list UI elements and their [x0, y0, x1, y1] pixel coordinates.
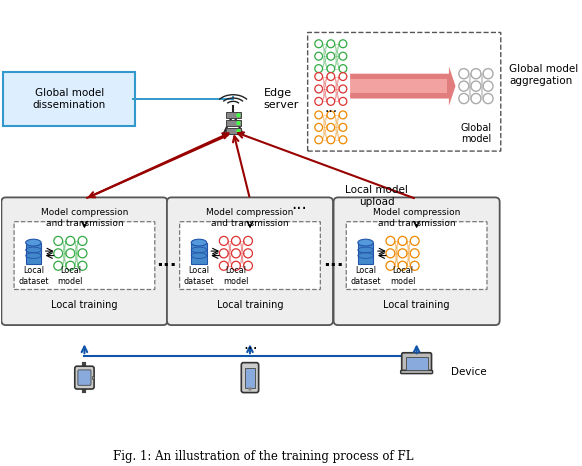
FancyBboxPatch shape: [180, 222, 320, 289]
Text: Local model
upload: Local model upload: [345, 185, 408, 207]
Circle shape: [237, 130, 240, 132]
Text: ...: ...: [323, 252, 344, 270]
Text: Local
model: Local model: [223, 266, 249, 286]
FancyBboxPatch shape: [74, 366, 94, 389]
Text: Fig. 1: An illustration of the training process of FL: Fig. 1: An illustration of the training …: [113, 450, 414, 463]
Circle shape: [249, 388, 251, 390]
Text: Global model
dissemination: Global model dissemination: [33, 88, 106, 110]
FancyBboxPatch shape: [242, 363, 258, 392]
FancyBboxPatch shape: [308, 33, 501, 151]
Polygon shape: [350, 79, 447, 94]
Text: Local
dataset: Local dataset: [18, 266, 49, 286]
Circle shape: [237, 122, 240, 124]
Ellipse shape: [191, 239, 207, 246]
FancyBboxPatch shape: [78, 370, 91, 385]
FancyBboxPatch shape: [346, 222, 487, 289]
FancyBboxPatch shape: [3, 72, 136, 126]
Bar: [358, 243, 373, 264]
Text: Device: Device: [451, 367, 487, 377]
Text: Local training: Local training: [384, 300, 450, 310]
Text: Model compression
and transmission: Model compression and transmission: [206, 208, 294, 228]
Text: Local
dataset: Local dataset: [184, 266, 214, 286]
FancyBboxPatch shape: [1, 198, 168, 325]
Polygon shape: [350, 66, 456, 106]
Text: Local
model: Local model: [58, 266, 83, 286]
Text: Model compression
and transmission: Model compression and transmission: [373, 208, 460, 228]
Bar: [226, 112, 240, 118]
Text: ...: ...: [243, 336, 258, 352]
FancyBboxPatch shape: [406, 357, 428, 370]
Text: Local training: Local training: [217, 300, 283, 310]
Bar: [191, 243, 207, 264]
FancyBboxPatch shape: [14, 222, 155, 289]
Bar: [226, 120, 240, 126]
FancyBboxPatch shape: [402, 353, 431, 373]
Text: Edge
server: Edge server: [264, 89, 299, 110]
Text: Local
dataset: Local dataset: [350, 266, 381, 286]
FancyBboxPatch shape: [333, 198, 500, 325]
Text: Local training: Local training: [51, 300, 118, 310]
Ellipse shape: [358, 239, 373, 246]
Bar: [226, 128, 240, 134]
Bar: [92, 377, 94, 379]
Bar: [26, 243, 41, 264]
Text: ...: ...: [324, 101, 338, 115]
Text: Global
model: Global model: [460, 123, 492, 144]
Text: Global model
aggregation: Global model aggregation: [509, 64, 579, 86]
Text: ...: ...: [157, 252, 178, 270]
FancyBboxPatch shape: [167, 198, 333, 325]
FancyBboxPatch shape: [245, 369, 255, 388]
Text: Model compression
and transmission: Model compression and transmission: [41, 208, 128, 228]
Text: ...: ...: [292, 195, 307, 212]
Text: Local
model: Local model: [390, 266, 415, 286]
Circle shape: [237, 114, 240, 116]
Ellipse shape: [26, 239, 41, 246]
FancyBboxPatch shape: [400, 370, 432, 374]
